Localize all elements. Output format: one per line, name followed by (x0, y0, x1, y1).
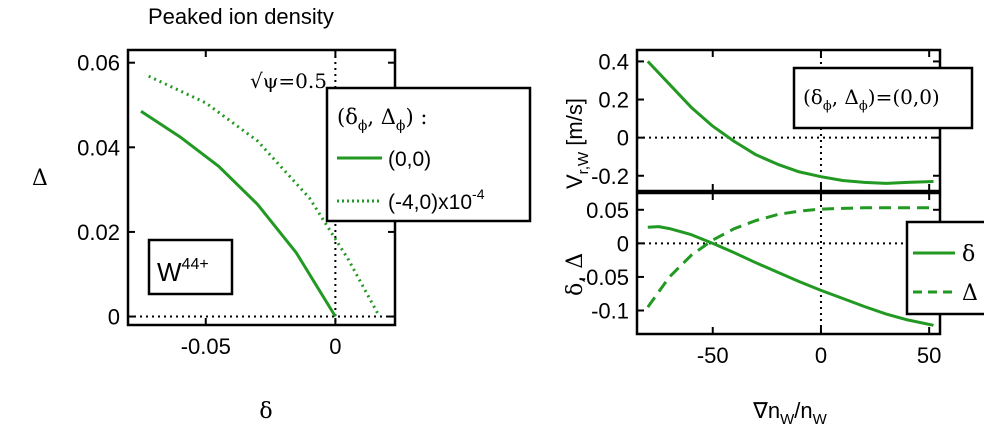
y-tick-label: -0.1 (591, 299, 629, 324)
right-bottom-legend-box (905, 220, 984, 316)
right-bottom-panel: -0.1 -0.05 0 0.05 -50 0 50 δ, Δ ∇nW/nW δ Δ (563, 191, 984, 426)
x-tick-label: 50 (917, 343, 941, 368)
x-tick-label: 0 (329, 334, 341, 359)
species-label: W44+ (147, 238, 234, 296)
right-bottom-reference-lines (637, 193, 940, 334)
y-tick-label: 0.06 (77, 51, 120, 76)
y-tick-label: 0.4 (598, 49, 629, 74)
species-label-text: W44+ (157, 256, 209, 287)
left-ticks: 0 0.02 0.04 0.06 -0.05 0 (77, 50, 395, 359)
left-legend-title: (δϕ, Δϕ) : (337, 105, 427, 134)
right-top-legend-text: (δϕ, Δϕ)=(0,0) (803, 85, 940, 114)
left-panel: Peaked ion density 0 0.02 0.04 0.06 -0.05 0 Δ… (32, 4, 532, 424)
left-y-axis-label: Δ (32, 166, 48, 191)
y-tick-label: 0.05 (586, 198, 629, 223)
right-top-legend: (δϕ, Δϕ)=(0,0) (792, 66, 974, 130)
right-top-panel: -0.2 0 0.2 0.4 Vr,W [m/s] (δϕ, Δϕ)=(0,0) (562, 48, 974, 193)
species-label-box (147, 238, 234, 296)
left-legend-label-dotted: (-4,0)x10-4 (388, 186, 485, 214)
right-bottom-series-group (646, 206, 934, 327)
y-tick-label: 0.02 (77, 220, 120, 245)
x-tick-label: 0 (815, 343, 827, 368)
x-tick-label: -0.05 (181, 334, 231, 359)
left-legend-box (325, 86, 532, 223)
left-series-group (140, 74, 381, 318)
left-x-axis-label: δ (259, 399, 272, 424)
y-tick-label: 0 (108, 305, 120, 330)
y-tick-label: 0 (617, 231, 629, 256)
right-bottom-ticks: -0.1 -0.05 0 0.05 -50 0 50 (579, 193, 941, 368)
right-top-legend-box (792, 66, 974, 130)
left-legend-label-solid: (0,0) (388, 148, 431, 171)
right-bottom-legend: δ Δ (905, 220, 984, 316)
right-bottom-legend-label-delta: δ (962, 242, 975, 267)
y-tick-label: 0 (617, 126, 629, 151)
series-line-dashed (646, 206, 934, 308)
left-legend: (δϕ, Δϕ) : (0,0) (-4,0)x10-4 (325, 86, 532, 223)
x-tick-label: -50 (697, 343, 729, 368)
series-line-solid (646, 60, 934, 185)
left-title: Peaked ion density (148, 4, 334, 29)
right-top-y-axis-label: Vr,W [m/s] (562, 98, 592, 189)
right-top-ticks: -0.2 0 0.2 0.4 (591, 49, 940, 191)
right-bottom-y-axis-label: δ, Δ (563, 253, 588, 296)
y-tick-label: 0.04 (77, 135, 120, 160)
y-tick-label: 0.2 (598, 88, 629, 113)
right-top-series-group (646, 60, 934, 185)
right-bottom-legend-label-Delta: Δ (962, 281, 978, 306)
y-tick-label: -0.2 (591, 164, 629, 189)
left-reference-lines (128, 50, 395, 325)
y-tick-label: -0.05 (579, 265, 629, 290)
series-line-solid (140, 110, 337, 318)
series-line-solid (647, 225, 934, 327)
right-top-reference-lines (637, 50, 940, 191)
right-bottom-x-axis-label: ∇nW/nW (752, 398, 827, 426)
sqrt-psi-annotation: √ψ=0.5 (250, 69, 327, 93)
